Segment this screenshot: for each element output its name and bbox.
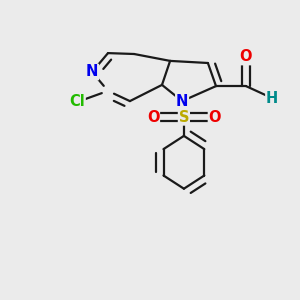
Text: O: O — [147, 110, 159, 125]
Text: S: S — [179, 110, 189, 125]
Text: N: N — [176, 94, 188, 109]
Text: Cl: Cl — [69, 94, 85, 110]
Text: O: O — [240, 50, 252, 64]
Text: O: O — [208, 110, 221, 125]
Text: H: H — [266, 91, 278, 106]
Text: N: N — [86, 64, 98, 80]
